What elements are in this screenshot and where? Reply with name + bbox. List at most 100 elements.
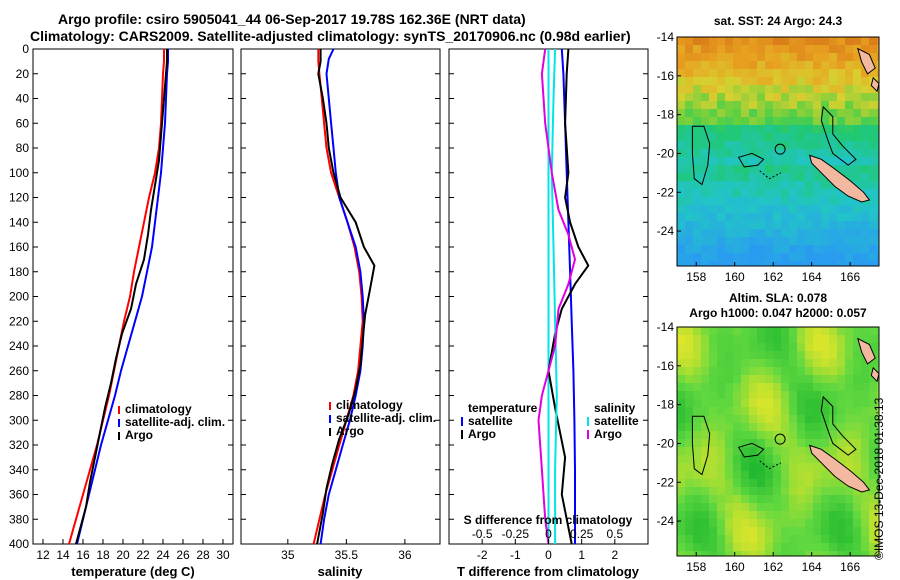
map-cell (725, 221, 734, 230)
map-cell (805, 487, 814, 496)
map-cell (709, 359, 718, 368)
map-cell (869, 391, 878, 400)
map-cell (757, 69, 766, 78)
map-cell (677, 261, 686, 266)
map-cell (677, 165, 686, 174)
x-tick-label: 14 (56, 548, 70, 562)
map-cell (869, 519, 878, 528)
map-cell (837, 37, 846, 46)
lat-tick-label: -24 (657, 514, 675, 528)
map-cell (773, 551, 782, 556)
map-cell (861, 181, 870, 190)
map-cell (853, 535, 862, 544)
map-cell (725, 165, 734, 174)
map-cell (701, 141, 710, 150)
map-cell (789, 141, 798, 150)
map-cell (813, 551, 822, 556)
map-cell (725, 551, 734, 556)
map-cell (837, 69, 846, 78)
map-cell (725, 447, 734, 456)
map-cell (741, 117, 750, 126)
map-cell (789, 351, 798, 360)
map-cell (789, 189, 798, 198)
map-cell (741, 447, 750, 456)
y-tick-label: 100 (9, 166, 29, 180)
map-cell (869, 133, 878, 142)
map-cell (733, 551, 742, 556)
legend-label-satellite: satellite-adj. clim. (125, 415, 225, 429)
map-cell (877, 229, 879, 238)
map-cell (853, 117, 862, 126)
map-cell (797, 221, 806, 230)
map-cell (701, 375, 710, 384)
map-cell (685, 141, 694, 150)
map-cell (869, 503, 878, 512)
map-cell (765, 351, 774, 360)
map-cell (741, 327, 750, 336)
map-cell (813, 173, 822, 182)
t-difference-xlabel: T difference from climatology (457, 564, 640, 579)
map-cell (853, 37, 862, 46)
map-cell (877, 439, 879, 448)
map-cell (869, 45, 878, 54)
map-cell (877, 213, 879, 222)
map-cell (853, 213, 862, 222)
map-cell (877, 221, 879, 230)
map-cell (813, 93, 822, 102)
map-cell (701, 423, 710, 432)
map-cell (709, 149, 718, 158)
map-cell (749, 431, 758, 440)
map-cell (845, 359, 854, 368)
map-cell (709, 245, 718, 254)
map-cell (677, 53, 686, 62)
map-cell (733, 431, 742, 440)
map-cell (773, 85, 782, 94)
map-cell (733, 165, 742, 174)
map-cell (773, 511, 782, 520)
map-cell (765, 101, 774, 110)
map-cell (749, 101, 758, 110)
map-cell (765, 503, 774, 512)
map-cell (741, 367, 750, 376)
map-cell (693, 447, 702, 456)
map-cell (781, 487, 790, 496)
map-cell (749, 157, 758, 166)
lon-tick-label: 158 (686, 560, 706, 574)
map-cell (861, 551, 870, 556)
series-argo (316, 49, 376, 545)
map-cell (709, 431, 718, 440)
map-cell (725, 125, 734, 134)
map-cell (845, 535, 854, 544)
map-cell (805, 455, 814, 464)
sst-coastline (691, 47, 879, 203)
sla-map-title: Altim. SLA: 0.078 (729, 291, 827, 305)
map-cell (765, 399, 774, 408)
map-cell (677, 495, 686, 504)
x-tick-label: -1 (510, 548, 521, 562)
map-cell (861, 359, 870, 368)
pressure-y-ticks: 0204060801001201401601802002202402602803… (9, 42, 233, 551)
map-cell (837, 511, 846, 520)
map-cell (773, 463, 782, 472)
map-cell (853, 93, 862, 102)
map-cell (877, 197, 879, 206)
map-cell (717, 205, 726, 214)
map-cell (797, 93, 806, 102)
map-cell (717, 399, 726, 408)
map-cell (725, 181, 734, 190)
map-cell (805, 117, 814, 126)
map-cell (717, 197, 726, 206)
map-cell (781, 197, 790, 206)
map-cell (845, 343, 854, 352)
map-cell (773, 101, 782, 110)
series-temperature-argo (547, 48, 590, 545)
legend-label-s-satellite: satellite (594, 414, 639, 428)
map-cell (725, 479, 734, 488)
sla-coastline (691, 337, 879, 493)
s-difference-ticks: -0.5 -0.25 0 0.25 0.5 (472, 527, 624, 541)
map-cell (717, 221, 726, 230)
map-cell (789, 431, 798, 440)
map-cell (709, 487, 718, 496)
map-cell (813, 125, 822, 134)
map-cell (709, 45, 718, 54)
